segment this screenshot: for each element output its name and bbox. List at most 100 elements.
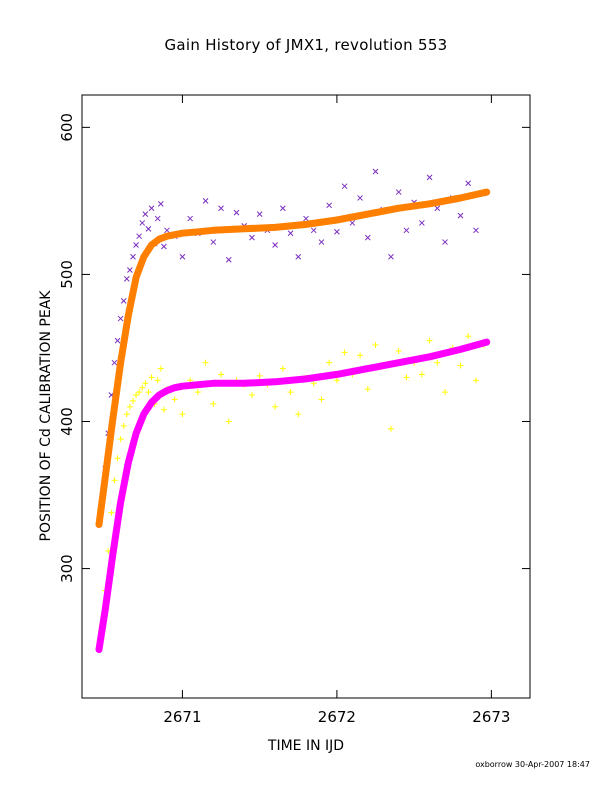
y-tick-label: 500 (58, 260, 76, 289)
fit-curve (95, 188, 491, 528)
data-point (272, 403, 279, 410)
data-point (233, 209, 240, 216)
data-point (434, 359, 441, 366)
data-point (295, 411, 302, 418)
axis-tick-labels: 2671 2672 2673 300 400 500 600 (58, 113, 510, 726)
data-point (111, 359, 118, 366)
x-axis-label: TIME IN IJD (267, 738, 345, 754)
data-point (357, 195, 363, 201)
data-point (326, 202, 333, 209)
footer-credit: oxborrow 30-Apr-2007 18:47 (475, 760, 590, 769)
data-point (403, 374, 410, 381)
data-point (248, 392, 255, 399)
data-point (123, 275, 130, 282)
data-point (465, 180, 472, 187)
data-point (395, 347, 402, 354)
data-point (256, 372, 263, 379)
data-point (164, 227, 170, 234)
data-point (442, 239, 448, 245)
data-point (434, 205, 441, 212)
data-point (171, 396, 178, 403)
data-point (341, 183, 348, 190)
data-point (256, 211, 263, 217)
x-tick-label: 2673 (472, 708, 510, 726)
data-point (117, 436, 124, 443)
data-point (202, 198, 209, 204)
data-point (117, 315, 124, 322)
y-tick-label: 600 (58, 113, 76, 142)
data-point (388, 253, 394, 260)
data-point (249, 234, 255, 241)
data-point (202, 359, 209, 366)
data-point (145, 389, 152, 396)
y-tick-label: 400 (58, 407, 76, 436)
data-point (179, 253, 186, 260)
data-point (357, 352, 364, 359)
data-point (225, 418, 232, 425)
x-tick-label: 2671 (163, 708, 201, 726)
y-tick-label: 300 (58, 554, 76, 583)
data-point (341, 349, 348, 356)
chart-title: Gain History of JMX1, revolution 553 (164, 36, 448, 54)
data-point (108, 509, 115, 516)
series-1 (95, 188, 491, 528)
data-point (136, 233, 143, 240)
data-point (426, 337, 433, 344)
data-point (114, 455, 121, 462)
data-point (225, 256, 232, 263)
data-point (129, 397, 136, 404)
axis-ticks (82, 95, 530, 698)
data-point (114, 337, 121, 344)
data-series (95, 168, 491, 653)
data-point (142, 380, 149, 387)
data-point (160, 406, 167, 413)
data-point (426, 174, 433, 181)
data-point (133, 392, 140, 399)
data-point (295, 253, 302, 260)
data-point (403, 227, 410, 234)
data-point (419, 220, 425, 226)
data-point (187, 215, 193, 222)
data-point (194, 389, 201, 396)
data-point (349, 220, 356, 226)
data-point (148, 205, 155, 212)
data-point (218, 371, 225, 378)
data-point (142, 211, 149, 217)
data-point (333, 377, 340, 384)
data-point (287, 230, 294, 237)
data-point (279, 205, 286, 212)
data-point (303, 215, 309, 222)
data-point (130, 253, 136, 260)
data-point (364, 234, 371, 241)
data-point (120, 298, 127, 304)
data-point (326, 359, 333, 366)
data-point (465, 333, 472, 340)
data-point (145, 225, 152, 232)
data-point (139, 384, 146, 391)
data-point (395, 189, 402, 195)
data-point (210, 239, 217, 245)
data-point (127, 267, 133, 273)
data-point (418, 371, 425, 378)
data-point (473, 227, 479, 234)
data-point (310, 227, 317, 234)
data-point (472, 377, 479, 384)
data-point (148, 374, 155, 381)
data-point (318, 396, 325, 403)
data-point (179, 411, 186, 418)
data-point (126, 403, 133, 410)
data-point (139, 220, 146, 226)
data-point (279, 365, 286, 372)
data-point (154, 377, 161, 384)
data-point (334, 228, 340, 235)
data-point (111, 477, 118, 484)
data-point (272, 242, 278, 248)
fit-curve (95, 338, 491, 653)
series-3 (95, 338, 491, 653)
data-point (157, 200, 164, 207)
data-point (157, 365, 164, 372)
data-point (372, 342, 379, 349)
data-point (372, 168, 379, 175)
data-point (457, 362, 464, 369)
